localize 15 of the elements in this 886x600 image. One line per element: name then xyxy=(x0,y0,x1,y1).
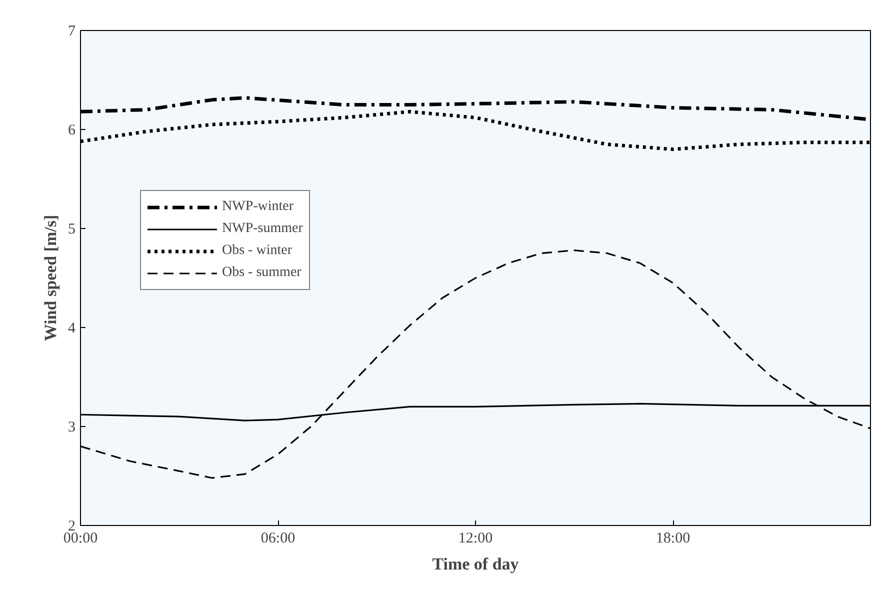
legend-label: Obs - winter xyxy=(222,243,292,259)
y-axis-title: Wind speed [m/s] xyxy=(41,214,60,342)
x-tick-label: 06:00 xyxy=(260,530,296,546)
y-tick-label: 7 xyxy=(68,24,76,40)
y-tick-label: 3 xyxy=(68,420,76,436)
legend-label: Obs - summer xyxy=(222,265,302,281)
y-tick-label: 5 xyxy=(68,222,76,238)
x-axis-title: Time of day xyxy=(432,554,520,574)
x-tick-label: 18:00 xyxy=(656,530,690,546)
x-tick-label: 12:00 xyxy=(458,530,493,546)
y-tick-label: 4 xyxy=(68,320,76,336)
x-tick-label: 00:00 xyxy=(63,530,98,546)
legend-label: NWP-summer xyxy=(222,221,303,237)
y-tick-label: 6 xyxy=(68,122,76,138)
legend-label: NWP-winter xyxy=(222,199,294,215)
